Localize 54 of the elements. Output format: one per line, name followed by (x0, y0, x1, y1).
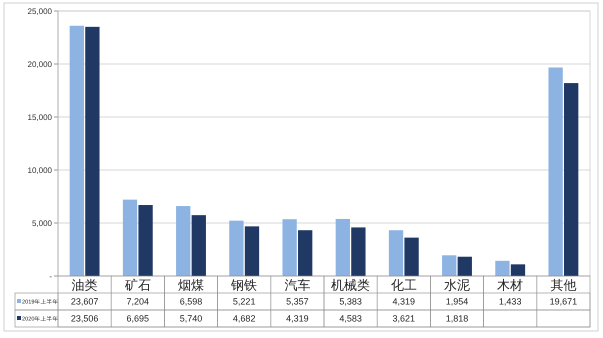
data-label: 4,319 (286, 314, 309, 324)
data-label: 3,621 (392, 314, 416, 324)
bar (442, 255, 456, 276)
bar (282, 219, 297, 276)
data-label: 5,221 (232, 296, 256, 307)
data-label: 1,954 (446, 296, 468, 307)
data-label: 5,383 (339, 296, 362, 307)
y-tick-label: 25,000 (28, 6, 53, 16)
bar (176, 206, 190, 276)
y-tick-label: - (49, 272, 52, 281)
bar (388, 230, 404, 276)
data-label: 4,583 (339, 314, 362, 324)
bar (404, 238, 419, 276)
data-label: 5,740 (180, 314, 202, 324)
x-tick-label: 机械类 (331, 277, 370, 292)
x-tick-label: 水泥 (444, 277, 470, 292)
x-tick-label: 矿石 (124, 277, 151, 292)
x-tick-label: 其他 (550, 277, 576, 292)
y-tick-label: 20,000 (28, 60, 53, 69)
bar (192, 215, 206, 276)
bar (138, 205, 153, 276)
y-tick-label: 15,000 (28, 112, 53, 122)
bar (351, 227, 366, 276)
bar (298, 230, 312, 276)
x-tick-label: 木材 (497, 277, 524, 292)
bar (564, 83, 578, 276)
data-label: 5,357 (286, 296, 309, 307)
data-label: 19,671 (550, 296, 578, 307)
bar (229, 220, 244, 276)
data-label: 1,818 (446, 314, 468, 324)
bar (336, 218, 350, 276)
y-tick-label: 5,000 (32, 218, 53, 228)
x-tick-label: 油类 (72, 277, 98, 292)
data-label: 6,598 (180, 296, 202, 307)
bar (458, 256, 472, 276)
data-label: 23,506 (70, 314, 98, 324)
data-label: 6,695 (126, 314, 150, 324)
bar (510, 264, 526, 276)
bar (85, 26, 100, 276)
data-label: 4,319 (392, 296, 416, 307)
bar (244, 226, 260, 276)
bar (548, 67, 563, 276)
data-label: 4,682 (232, 314, 256, 324)
data-label: 23,607 (70, 296, 98, 307)
data-label: 1,433 (498, 296, 522, 307)
x-tick-label: 化工 (390, 277, 417, 292)
x-tick-label: 烟煤 (178, 277, 204, 292)
bar (495, 260, 510, 276)
x-tick-label: 钢铁 (230, 277, 258, 292)
data-label: 7,204 (126, 296, 150, 307)
bar (70, 26, 84, 276)
x-tick-label: 汽车 (284, 277, 310, 292)
bar (122, 200, 138, 276)
y-tick-label: 10,000 (28, 166, 53, 175)
